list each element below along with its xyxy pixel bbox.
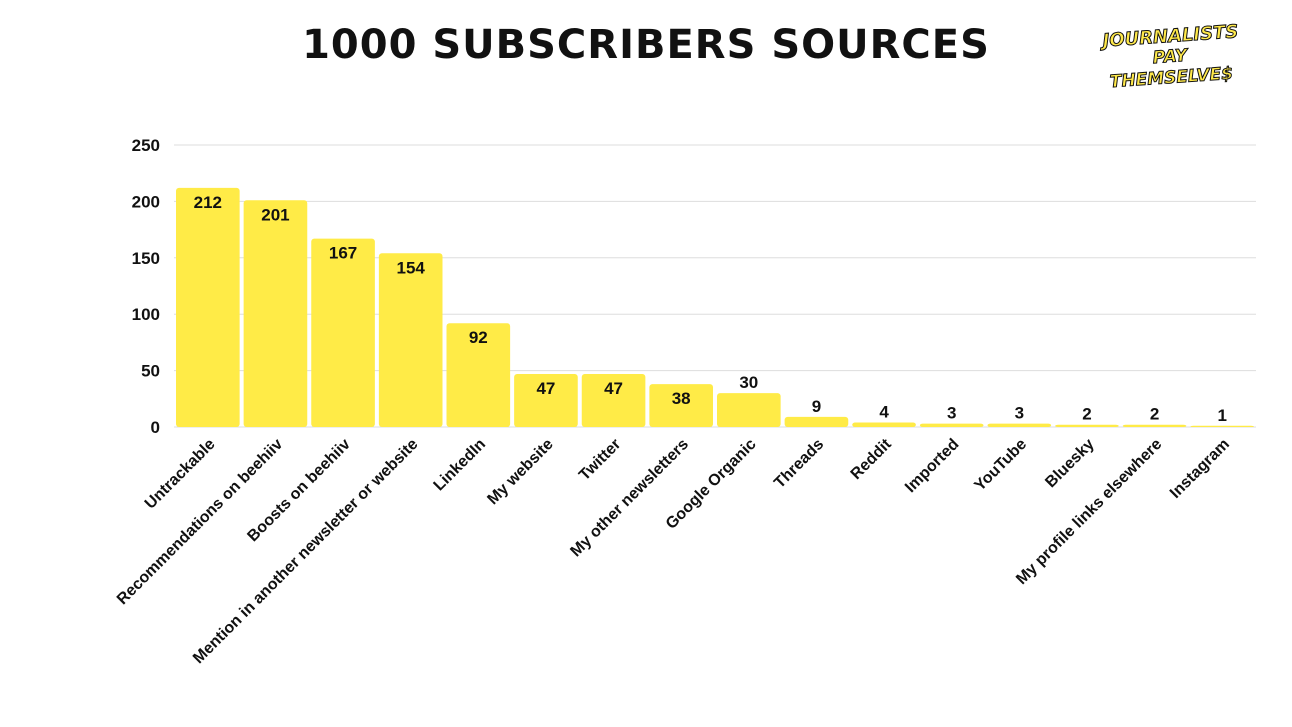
- bar: [378, 253, 443, 427]
- y-tick-label: 0: [151, 418, 160, 437]
- bar: [987, 423, 1052, 427]
- y-tick-label: 200: [132, 192, 160, 211]
- bar: [784, 416, 849, 427]
- y-axis-tick-labels: 0 50 100 150 200 250: [132, 136, 160, 437]
- y-tick-label: 150: [132, 249, 160, 268]
- x-category-label: My website: [484, 436, 556, 508]
- bar-value-label: 3: [1015, 404, 1024, 423]
- x-category-label: Instagram: [1167, 436, 1233, 502]
- bars: [176, 187, 1254, 427]
- bar: [243, 200, 308, 427]
- bar-value-label: 154: [397, 258, 426, 277]
- chart-title: 1000 SUBSCRIBERS SOURCES: [302, 22, 990, 68]
- bar: [311, 238, 375, 427]
- bar: [1055, 424, 1119, 427]
- x-category-label: Bluesky: [1042, 436, 1097, 491]
- bar: [717, 393, 781, 427]
- bar-value-label: 47: [604, 379, 623, 398]
- bar-value-label: 9: [812, 397, 821, 416]
- bar-value-label: 1: [1217, 406, 1226, 425]
- bar: [446, 323, 511, 427]
- x-category-label: YouTube: [971, 436, 1030, 495]
- bar-value-label: 92: [469, 328, 488, 347]
- bar-value-label: 2: [1150, 405, 1159, 424]
- y-tick-label: 100: [132, 305, 160, 324]
- bar: [649, 384, 713, 427]
- x-category-label: Threads: [771, 436, 827, 492]
- bar: [1122, 424, 1187, 427]
- y-tick-label: 250: [132, 136, 160, 155]
- y-tick-label: 50: [141, 362, 160, 381]
- x-category-label: My other newsletters: [567, 436, 692, 561]
- bar: [176, 187, 240, 427]
- bar-value-label: 167: [329, 244, 357, 263]
- bar-value-label: 4: [879, 402, 889, 421]
- bar-value-label: 38: [672, 389, 691, 408]
- x-category-label: My profile links elsewhere: [1013, 436, 1165, 588]
- x-category-label: Twitter: [576, 436, 624, 484]
- bar-value-label: 201: [261, 205, 289, 224]
- bar: [581, 373, 646, 427]
- bar-value-label: 2: [1082, 405, 1091, 424]
- x-category-label: Imported: [902, 436, 962, 496]
- bar: [919, 423, 984, 427]
- bar-value-label: 47: [536, 379, 555, 398]
- bar-value-label: 30: [739, 373, 758, 392]
- bar: [852, 422, 916, 427]
- bar-value-labels: 212 201 167 154 92 47 47 38 30 9 4 3 3 2 2 1: [194, 193, 1227, 425]
- bar: [1190, 425, 1254, 427]
- x-category-label: Untrackable: [142, 436, 219, 513]
- bar-value-label: 212: [194, 193, 222, 212]
- x-category-label: LinkedIn: [431, 436, 490, 495]
- bar: [514, 373, 578, 427]
- bar-value-label: 3: [947, 404, 956, 423]
- x-category-label: Reddit: [848, 435, 896, 483]
